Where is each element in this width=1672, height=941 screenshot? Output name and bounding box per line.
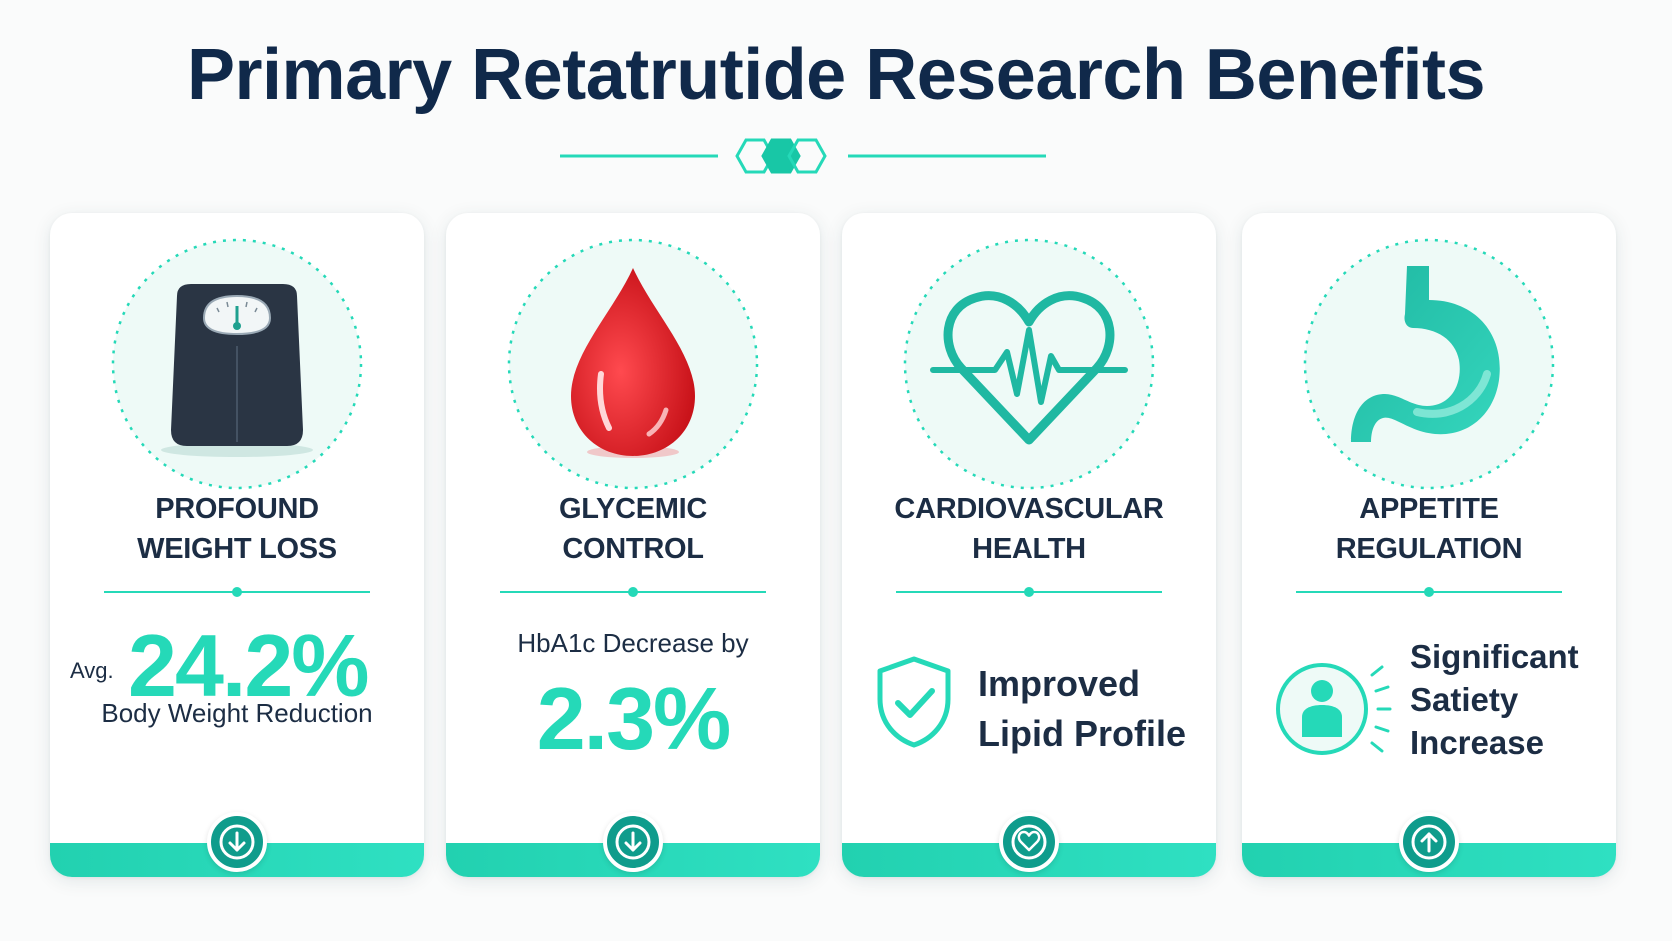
- arrow-up-button[interactable]: [1399, 812, 1459, 872]
- arrow-down-icon: [219, 824, 255, 860]
- heart-pulse-icon: [899, 234, 1159, 494]
- arrow-down-icon: [615, 824, 651, 860]
- benefit-text: Significant Satiety Increase: [1410, 638, 1579, 761]
- heart-button[interactable]: [999, 812, 1059, 872]
- card-divider: [104, 587, 370, 597]
- stomach-icon: [1299, 234, 1559, 494]
- card-title: CARDIOVASCULAR HEALTH: [894, 493, 1164, 565]
- arrow-up-icon: [1411, 824, 1447, 860]
- card-appetite-regulation: APPETITE REGULATION Significant Satiety …: [1242, 213, 1616, 877]
- stat-value: 2.3%: [536, 669, 732, 768]
- card-title: GLYCEMIC CONTROL: [559, 493, 707, 565]
- shield-check-icon: [877, 656, 951, 748]
- blood-drop-icon: [503, 234, 763, 494]
- arrow-down-button[interactable]: [207, 812, 267, 872]
- stat-prefix: Avg.: [70, 658, 114, 683]
- card-title: APPETITE REGULATION: [1335, 493, 1523, 565]
- arrow-down-button[interactable]: [603, 812, 663, 872]
- scale-icon: [107, 234, 367, 494]
- card-glycemic-control: GLYCEMIC CONTROL HbA1c Decrease by 2.3%: [446, 213, 820, 877]
- benefit-text: Improved Lipid Profile: [978, 663, 1187, 754]
- page-title: Primary Retatrutide Research Benefits: [187, 35, 1486, 115]
- stat-value: 24.2%: [128, 616, 370, 715]
- heart-icon: [1011, 824, 1047, 860]
- card-divider: [1296, 587, 1562, 597]
- stat-label: HbA1c Decrease by: [517, 628, 749, 658]
- person-satiety-icon: [1276, 663, 1392, 755]
- title-hexagon-divider: [560, 138, 1046, 174]
- card-weight-loss: PROFOUND WEIGHT LOSS Avg. 24.2% Body Wei…: [50, 213, 424, 877]
- card-cardiovascular-health: CARDIOVASCULAR HEALTH Improved Lipid Pro…: [842, 213, 1216, 877]
- card-title: PROFOUND WEIGHT LOSS: [137, 493, 337, 565]
- card-divider: [500, 587, 766, 597]
- card-divider: [896, 587, 1162, 597]
- stat-caption: Body Weight Reduction: [101, 698, 373, 728]
